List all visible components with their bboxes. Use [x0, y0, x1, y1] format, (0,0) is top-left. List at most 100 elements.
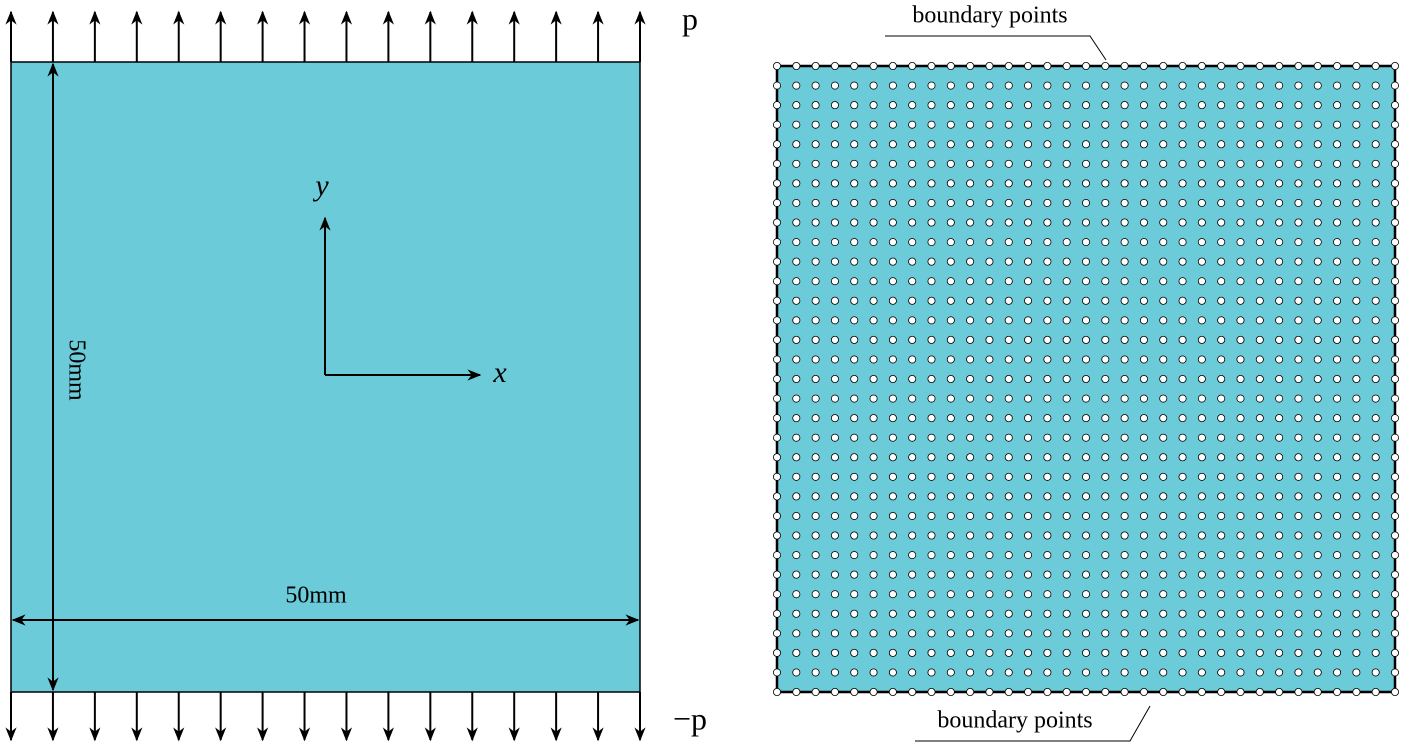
point [1371, 257, 1380, 266]
point [1101, 648, 1110, 657]
point [869, 120, 878, 129]
top-load-label: p [682, 0, 698, 36]
point [773, 140, 782, 149]
point [1043, 374, 1052, 383]
point [1004, 551, 1013, 560]
point [850, 453, 859, 462]
point [1101, 277, 1110, 286]
point [1024, 316, 1033, 325]
point [888, 551, 897, 560]
point [1371, 198, 1380, 207]
point [908, 453, 917, 462]
point [1024, 140, 1033, 149]
point [966, 257, 975, 266]
point [1236, 101, 1245, 110]
point [1333, 511, 1342, 520]
point [1352, 179, 1361, 188]
point [1178, 296, 1187, 305]
point [830, 492, 839, 501]
point [1294, 101, 1303, 110]
point [1159, 570, 1168, 579]
point [850, 101, 859, 110]
point [811, 374, 820, 383]
point [1178, 511, 1187, 520]
point [1197, 453, 1206, 462]
point [1255, 316, 1264, 325]
point [1043, 511, 1052, 520]
point [908, 609, 917, 618]
point [773, 492, 782, 501]
point [1024, 296, 1033, 305]
point [830, 355, 839, 364]
point [1004, 101, 1013, 110]
point [1120, 511, 1129, 520]
point [830, 218, 839, 227]
point [1391, 629, 1400, 638]
point [792, 472, 801, 481]
point [1159, 590, 1168, 599]
point [1139, 179, 1148, 188]
point [908, 590, 917, 599]
point [1333, 257, 1342, 266]
point [1333, 668, 1342, 677]
point [1004, 609, 1013, 618]
point [1391, 316, 1400, 325]
point [1275, 277, 1284, 286]
point [1120, 238, 1129, 247]
point [888, 629, 897, 638]
point [1313, 81, 1322, 90]
right-panel: boundary points boundary points [773, 3, 1400, 742]
point [1082, 492, 1091, 501]
point [1043, 531, 1052, 540]
point [1294, 688, 1303, 697]
point [927, 355, 936, 364]
point [1043, 120, 1052, 129]
point [1139, 590, 1148, 599]
point [1217, 81, 1226, 90]
point [908, 570, 917, 579]
point [1004, 238, 1013, 247]
point [1024, 570, 1033, 579]
point [1004, 492, 1013, 501]
point [1275, 668, 1284, 677]
point [927, 335, 936, 344]
point [1082, 238, 1091, 247]
point [927, 140, 936, 149]
point [1294, 551, 1303, 560]
point [908, 81, 917, 90]
point [1217, 492, 1226, 501]
point [811, 394, 820, 403]
point [888, 101, 897, 110]
point [966, 453, 975, 462]
point [830, 62, 839, 71]
point [1352, 355, 1361, 364]
point [1178, 140, 1187, 149]
point [1313, 531, 1322, 540]
point [1371, 394, 1380, 403]
point [869, 140, 878, 149]
point [946, 414, 955, 423]
point [888, 414, 897, 423]
point [1101, 335, 1110, 344]
point [1236, 531, 1245, 540]
point [1062, 394, 1071, 403]
point [1082, 648, 1091, 657]
point [830, 374, 839, 383]
point [1391, 374, 1400, 383]
point [927, 668, 936, 677]
point [792, 531, 801, 540]
point [1197, 629, 1206, 638]
point [1313, 570, 1322, 579]
point [869, 551, 878, 560]
point [1313, 218, 1322, 227]
point [1178, 648, 1187, 657]
point [966, 101, 975, 110]
point [1275, 179, 1284, 188]
point [1197, 179, 1206, 188]
point [1255, 159, 1264, 168]
point [1197, 570, 1206, 579]
point [1043, 551, 1052, 560]
point [1255, 335, 1264, 344]
point [927, 511, 936, 520]
point [1294, 179, 1303, 188]
